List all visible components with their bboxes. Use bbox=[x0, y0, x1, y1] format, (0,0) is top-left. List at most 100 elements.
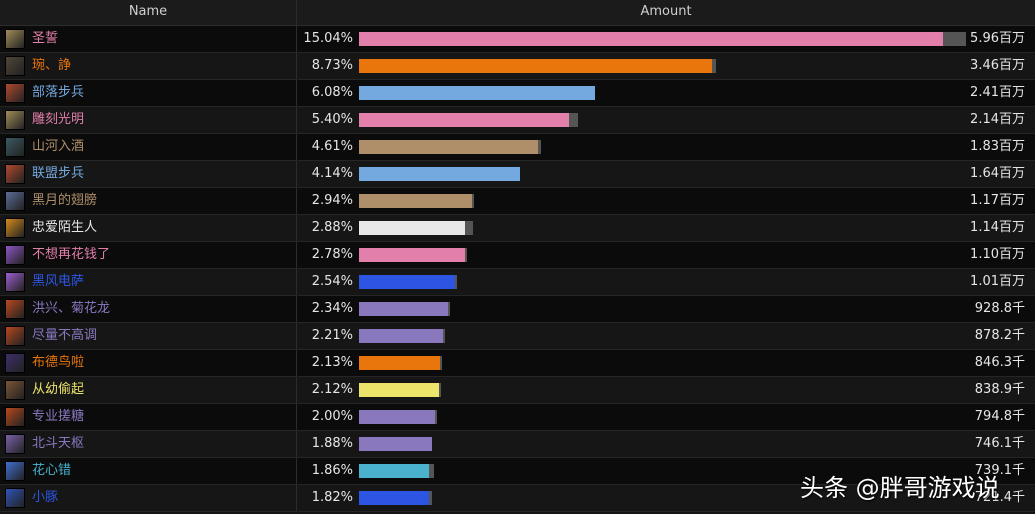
watermark: 头条 @胖哥游戏说 bbox=[800, 474, 1000, 502]
damage-amount: 1.83百万 bbox=[970, 139, 1025, 154]
damage-bar bbox=[359, 221, 465, 235]
damage-bar bbox=[359, 302, 448, 316]
table-row[interactable]: 小豚 1.82% 721.4千 bbox=[0, 485, 1035, 512]
table-row[interactable]: 琬、諍 8.73% 3.46百万 bbox=[0, 53, 1035, 80]
player-name-cell: 花心错 bbox=[0, 458, 297, 484]
damage-percent: 4.61% bbox=[311, 139, 353, 154]
player-name[interactable]: 洪兴、菊花龙 bbox=[32, 301, 111, 316]
player-name[interactable]: 黑月的翅膀 bbox=[32, 193, 98, 208]
warlock-shadow-icon bbox=[5, 434, 25, 454]
damage-amount: 746.1千 bbox=[974, 436, 1025, 451]
damage-bar bbox=[359, 329, 443, 343]
damage-bar bbox=[359, 167, 520, 181]
damage-percent: 2.13% bbox=[311, 355, 353, 370]
damage-amount: 1.17百万 bbox=[970, 193, 1025, 208]
player-name-cell: 雕刻光明 bbox=[0, 107, 297, 133]
table-row[interactable]: 尽量不高调 2.21% 878.2千 bbox=[0, 323, 1035, 350]
damage-amount: 3.46百万 bbox=[970, 58, 1025, 73]
player-name[interactable]: 小豚 bbox=[32, 490, 59, 505]
player-name[interactable]: 雕刻光明 bbox=[32, 112, 85, 127]
player-name[interactable]: 忠爱陌生人 bbox=[32, 220, 98, 235]
player-name-cell: 从幼偷起 bbox=[0, 377, 297, 403]
damage-bar bbox=[359, 275, 455, 289]
shaman-lightning-icon bbox=[5, 272, 25, 292]
table-row[interactable]: 黑月的翅膀 2.94% 1.17百万 bbox=[0, 188, 1035, 215]
damage-amount: 846.3千 bbox=[974, 355, 1025, 370]
damage-percent: 2.78% bbox=[311, 247, 353, 262]
rogue-icon bbox=[5, 380, 25, 400]
damage-percent: 2.12% bbox=[311, 382, 353, 397]
damage-meter-table: 圣誓 15.04% 5.96百万琬、諍 8.73% 3.46百万部落步兵 6.08% 2.4… bbox=[0, 26, 1035, 512]
damage-percent: 1.82% bbox=[311, 490, 353, 505]
warlock-fire-icon bbox=[5, 407, 25, 427]
table-row[interactable]: 联盟步兵 4.14% 1.64百万 bbox=[0, 161, 1035, 188]
table-row[interactable]: 洪兴、菊花龙 2.34% 928.8千 bbox=[0, 296, 1035, 323]
player-name[interactable]: 圣誓 bbox=[32, 31, 59, 46]
damage-bar bbox=[359, 464, 429, 478]
table-row[interactable]: 不想再花钱了 2.78% 1.10百万 bbox=[0, 242, 1035, 269]
table-row[interactable]: 雕刻光明 5.40% 2.14百万 bbox=[0, 107, 1035, 134]
damage-percent: 2.00% bbox=[311, 409, 353, 424]
damage-bar bbox=[359, 248, 465, 262]
damage-amount: 838.9千 bbox=[974, 382, 1025, 397]
table-row[interactable]: 专业搓糖 2.00% 794.8千 bbox=[0, 404, 1035, 431]
priest-fire-icon bbox=[5, 218, 25, 238]
druid-moon-icon bbox=[5, 353, 25, 373]
damage-amount: 721.4千 bbox=[974, 490, 1025, 505]
shaman-storm-icon bbox=[5, 488, 25, 508]
table-row[interactable]: 山河入酒 4.61% 1.83百万 bbox=[0, 134, 1035, 161]
damage-percent: 2.54% bbox=[311, 274, 353, 289]
table-row[interactable]: 圣誓 15.04% 5.96百万 bbox=[0, 26, 1035, 53]
player-name-cell: 忠爱陌生人 bbox=[0, 215, 297, 241]
player-name[interactable]: 从幼偷起 bbox=[32, 382, 85, 397]
table-row[interactable]: 北斗天枢 1.88% 746.1千 bbox=[0, 431, 1035, 458]
player-name[interactable]: 专业搓糖 bbox=[32, 409, 85, 424]
damage-percent: 1.86% bbox=[311, 463, 353, 478]
amount-column-header[interactable]: Amount bbox=[640, 4, 692, 19]
damage-bar bbox=[359, 491, 429, 505]
warlock-fire-icon bbox=[5, 326, 25, 346]
player-name[interactable]: 部落步兵 bbox=[32, 85, 85, 100]
damage-percent: 2.34% bbox=[311, 301, 353, 316]
warlock-fire-icon bbox=[5, 299, 25, 319]
player-name[interactable]: 不想再花钱了 bbox=[32, 247, 111, 262]
damage-bar bbox=[359, 410, 435, 424]
player-name[interactable]: 琬、諍 bbox=[32, 58, 72, 73]
paladin-light-icon bbox=[5, 245, 25, 265]
player-name[interactable]: 布德鸟啦 bbox=[32, 355, 85, 370]
damage-amount: 1.14百万 bbox=[970, 220, 1025, 235]
damage-percent: 8.73% bbox=[311, 58, 353, 73]
player-name[interactable]: 尽量不高调 bbox=[32, 328, 98, 343]
damage-amount: 928.8千 bbox=[974, 301, 1025, 316]
table-row[interactable]: 布德鸟啦 2.13% 846.3千 bbox=[0, 350, 1035, 377]
table-header: Name Amount bbox=[0, 0, 1035, 26]
player-name-cell: 山河入酒 bbox=[0, 134, 297, 160]
table-row[interactable]: 部落步兵 6.08% 2.41百万 bbox=[0, 80, 1035, 107]
table-row[interactable]: 从幼偷起 2.12% 838.9千 bbox=[0, 377, 1035, 404]
table-row[interactable]: 忠爱陌生人 2.88% 1.14百万 bbox=[0, 215, 1035, 242]
shaman-portrait-icon bbox=[5, 164, 25, 184]
player-name-cell: 黑风电萨 bbox=[0, 269, 297, 295]
player-name-cell: 尽量不高调 bbox=[0, 323, 297, 349]
damage-bar bbox=[359, 437, 432, 451]
damage-amount: 2.14百万 bbox=[970, 112, 1025, 127]
player-name[interactable]: 黑风电萨 bbox=[32, 274, 85, 289]
damage-amount: 2.41百万 bbox=[970, 85, 1025, 100]
player-name-cell: 不想再花钱了 bbox=[0, 242, 297, 268]
mage-frost-icon bbox=[5, 461, 25, 481]
table-row[interactable]: 黑风电萨 2.54% 1.01百万 bbox=[0, 269, 1035, 296]
damage-amount: 1.64百万 bbox=[970, 166, 1025, 181]
player-name[interactable]: 山河入酒 bbox=[32, 139, 85, 154]
player-name[interactable]: 联盟步兵 bbox=[32, 166, 85, 181]
player-name-cell: 联盟步兵 bbox=[0, 161, 297, 187]
damage-percent: 1.88% bbox=[311, 436, 353, 451]
player-name[interactable]: 北斗天枢 bbox=[32, 436, 85, 451]
damage-bar bbox=[359, 59, 712, 73]
table-row[interactable]: 花心错 1.86% 739.1千 bbox=[0, 458, 1035, 485]
player-name-cell: 部落步兵 bbox=[0, 80, 297, 106]
warrior-shield-icon bbox=[5, 191, 25, 211]
player-name-cell: 专业搓糖 bbox=[0, 404, 297, 430]
name-column-header[interactable]: Name bbox=[0, 0, 297, 25]
damage-bar bbox=[359, 356, 440, 370]
player-name[interactable]: 花心错 bbox=[32, 463, 72, 478]
